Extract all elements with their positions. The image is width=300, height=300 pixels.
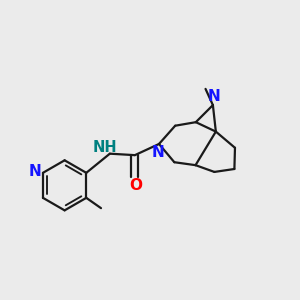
Text: N: N	[208, 89, 221, 104]
Text: N: N	[28, 164, 41, 179]
Text: O: O	[129, 178, 142, 193]
Text: NH: NH	[92, 140, 117, 155]
Text: N: N	[151, 145, 164, 160]
